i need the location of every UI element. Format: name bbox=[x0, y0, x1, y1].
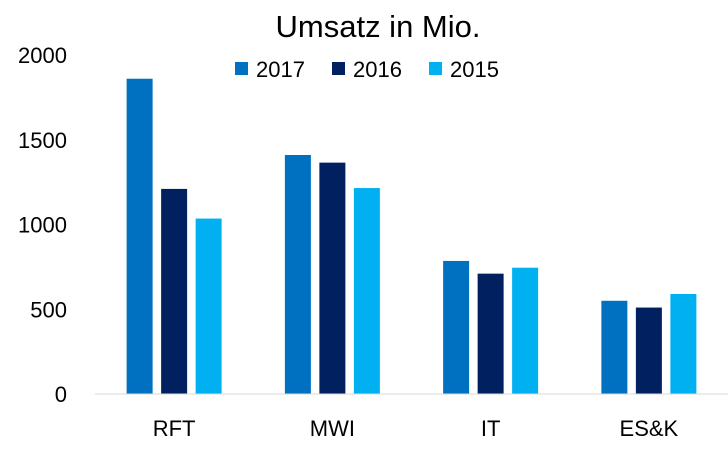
x-category-label: IT bbox=[481, 416, 501, 441]
x-axis: RFT MWI IT ES&K bbox=[153, 416, 679, 441]
bar-2017-esk bbox=[601, 300, 628, 394]
y-tick-label: 1500 bbox=[18, 128, 67, 153]
x-category-label: MWI bbox=[310, 416, 355, 441]
bar-2017-rft bbox=[126, 78, 153, 394]
y-tick-label: 500 bbox=[30, 297, 67, 322]
bar-2017-mwi bbox=[284, 155, 311, 394]
legend-swatch-2016 bbox=[332, 62, 345, 75]
legend: 2017 2016 2015 bbox=[235, 57, 499, 82]
bar-2016-rft bbox=[161, 188, 188, 394]
bar-2015-esk bbox=[670, 293, 697, 394]
y-axis: 0 500 1000 1500 2000 bbox=[18, 43, 67, 407]
bar-2015-it bbox=[512, 267, 539, 394]
bar-2016-mwi bbox=[319, 162, 346, 394]
chart-title: Umsatz in Mio. bbox=[276, 9, 481, 44]
bar-2016-esk bbox=[635, 307, 662, 394]
bar-2015-rft bbox=[195, 218, 222, 394]
legend-label-2016: 2016 bbox=[353, 57, 402, 82]
y-tick-label: 0 bbox=[55, 382, 67, 407]
y-tick-label: 2000 bbox=[18, 43, 67, 68]
y-tick-label: 1000 bbox=[18, 213, 67, 238]
bar-2017-it bbox=[443, 260, 470, 394]
bar-2015-mwi bbox=[353, 188, 380, 394]
legend-label-2017: 2017 bbox=[256, 57, 305, 82]
legend-label-2015: 2015 bbox=[450, 57, 499, 82]
legend-swatch-2015 bbox=[429, 62, 442, 75]
x-category-label: RFT bbox=[153, 416, 196, 441]
bar-2016-it bbox=[477, 273, 504, 394]
x-category-label: ES&K bbox=[620, 416, 679, 441]
bars bbox=[126, 78, 697, 394]
legend-swatch-2017 bbox=[235, 62, 248, 75]
